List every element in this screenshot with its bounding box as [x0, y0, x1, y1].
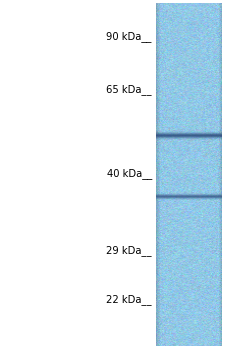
Text: 22 kDa__: 22 kDa__	[106, 294, 152, 305]
Text: 90 kDa__: 90 kDa__	[106, 31, 152, 42]
Text: 65 kDa__: 65 kDa__	[106, 84, 152, 95]
Text: 40 kDa__: 40 kDa__	[107, 168, 152, 179]
Text: 29 kDa__: 29 kDa__	[106, 245, 152, 256]
